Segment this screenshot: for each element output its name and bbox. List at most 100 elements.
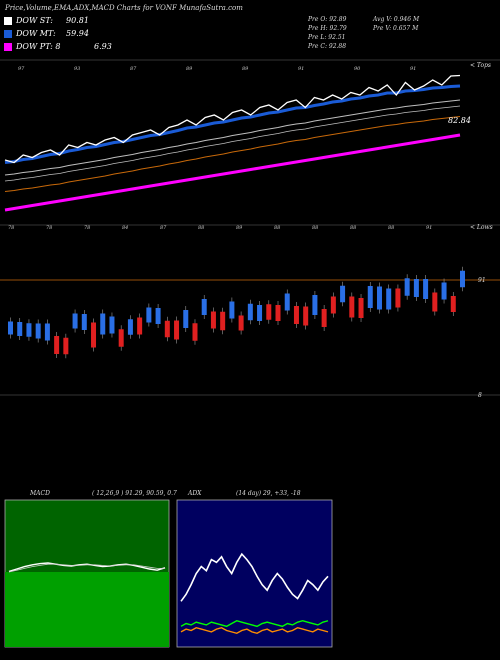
volume-bar [63, 337, 69, 355]
volume-bar [257, 305, 263, 321]
bottom-tick-label: 78 [46, 225, 52, 231]
volume-bar [210, 311, 216, 329]
volume-bar [284, 293, 290, 311]
volume-bar [44, 323, 50, 341]
volume-bar [386, 288, 392, 310]
volume-bar [340, 285, 346, 303]
volume-bar [146, 307, 152, 323]
bottom-tick-label: 78 [8, 225, 14, 231]
series-line-dow-mt [4, 99, 461, 176]
volume-bar [376, 286, 382, 310]
legend-dow-mt: DOW MT: 59.94 [4, 29, 124, 42]
volume-bar [349, 296, 355, 318]
last-price-label: 82.84 [448, 116, 471, 125]
adx-series-xdi [180, 620, 329, 628]
macd-series-macd [8, 562, 166, 573]
volume-bar [395, 288, 401, 308]
volume-bar [413, 279, 419, 297]
bottom-tick-label: 87 [160, 225, 167, 231]
macd-title: MACD [30, 490, 50, 497]
stat-pre-open: Pre O: 92.89 [308, 16, 347, 23]
bottom-tick-label: 91 [426, 225, 432, 231]
legend-value-st: 90.81 [66, 16, 89, 25]
top-tick-label: 89 [186, 66, 193, 72]
macd-params: ( 12,26,9 ) 91.29, 90.59, 0.7 [92, 490, 177, 497]
volume-bar [293, 306, 299, 324]
volume-ref-label: 91 [478, 277, 486, 284]
series-line-dow-st [4, 84, 461, 164]
bottom-tick-label: 84 [122, 225, 128, 231]
volume-bar [81, 314, 87, 330]
volume-bar [26, 323, 32, 337]
top-tick-label: 90 [354, 66, 361, 72]
adx-title: ADX [188, 490, 202, 497]
volume-bar [358, 298, 364, 318]
volume-bar [404, 278, 410, 296]
tops-label: < Tops [470, 62, 492, 69]
volume-bar [275, 305, 281, 321]
macd-series-signal [8, 563, 165, 573]
stat-pre-low: Pre L: 92.51 [308, 34, 346, 41]
volume-bar [17, 322, 23, 336]
volume-bar [137, 317, 143, 335]
macd-lower-fill [5, 572, 169, 647]
top-tick-label: 91 [298, 66, 304, 72]
stat-pre-volume: Pre V: 0.657 M [373, 25, 419, 32]
volume-bar [35, 323, 41, 339]
volume-bar [192, 323, 198, 341]
bottom-tick-label: 88 [312, 225, 318, 231]
volume-bar [174, 320, 180, 340]
volume-bar [460, 270, 465, 288]
legend-label-mt: DOW MT: [16, 29, 56, 38]
volume-low-label: 8 [478, 392, 482, 399]
adx-series-xdi [180, 626, 329, 635]
stat-pre-high: Pre H: 92.79 [308, 25, 347, 32]
volume-bar [54, 336, 60, 354]
bottom-tick-label: 88 [388, 225, 394, 231]
ema-mid-band-line [4, 105, 461, 182]
ema-long-line [4, 116, 461, 192]
top-tick-label: 93 [74, 66, 80, 72]
volume-bar [220, 311, 226, 331]
volume-bar [8, 321, 13, 335]
legend-value-pt: 6.93 [94, 42, 112, 51]
legend-dow-pt: DOW PT: 8 6.93 [4, 42, 124, 55]
bottom-tick-label: 88 [198, 225, 204, 231]
volume-bar [450, 296, 456, 312]
bottom-tick-label: 89 [236, 225, 243, 231]
top-tick-label: 89 [242, 66, 249, 72]
volume-bar [423, 279, 429, 299]
volume-bar [312, 295, 318, 315]
legend-swatch-pt [4, 43, 12, 51]
stat-pre-close: Pre C: 92.88 [308, 43, 347, 50]
volume-bar [155, 308, 161, 324]
adx-params: (14 day) 29, +33, -18 [236, 490, 301, 497]
bottom-tick-label: 78 [84, 225, 90, 231]
volume-bar [109, 316, 115, 334]
volume-bar [303, 306, 309, 326]
adx-panel-bg [176, 499, 333, 648]
bottom-tick-label: 88 [350, 225, 356, 231]
volume-bar [118, 329, 124, 347]
legend-swatch-mt [4, 30, 12, 38]
adx-series-adx [180, 552, 329, 602]
volume-bar [330, 296, 336, 314]
lows-label: < Lows [470, 224, 493, 231]
volume-bar [164, 320, 170, 338]
chart-title: Price,Volume,EMA,ADX,MACD Charts for VON… [5, 4, 243, 12]
legend-value-mt: 59.94 [66, 29, 89, 38]
top-tick-label: 91 [410, 66, 416, 72]
top-tick-label: 87 [130, 66, 137, 72]
volume-bar [441, 282, 447, 300]
volume-bar [321, 309, 327, 327]
volume-bar [91, 322, 97, 348]
volume-bar [100, 313, 106, 335]
volume-bar [247, 303, 253, 321]
volume-bar [266, 304, 272, 320]
volume-bar [367, 286, 373, 308]
top-tick-label: 97 [18, 66, 25, 72]
bottom-tick-label: 88 [274, 225, 280, 231]
volume-bar [72, 313, 78, 329]
series-line-dow-pt [4, 133, 461, 212]
